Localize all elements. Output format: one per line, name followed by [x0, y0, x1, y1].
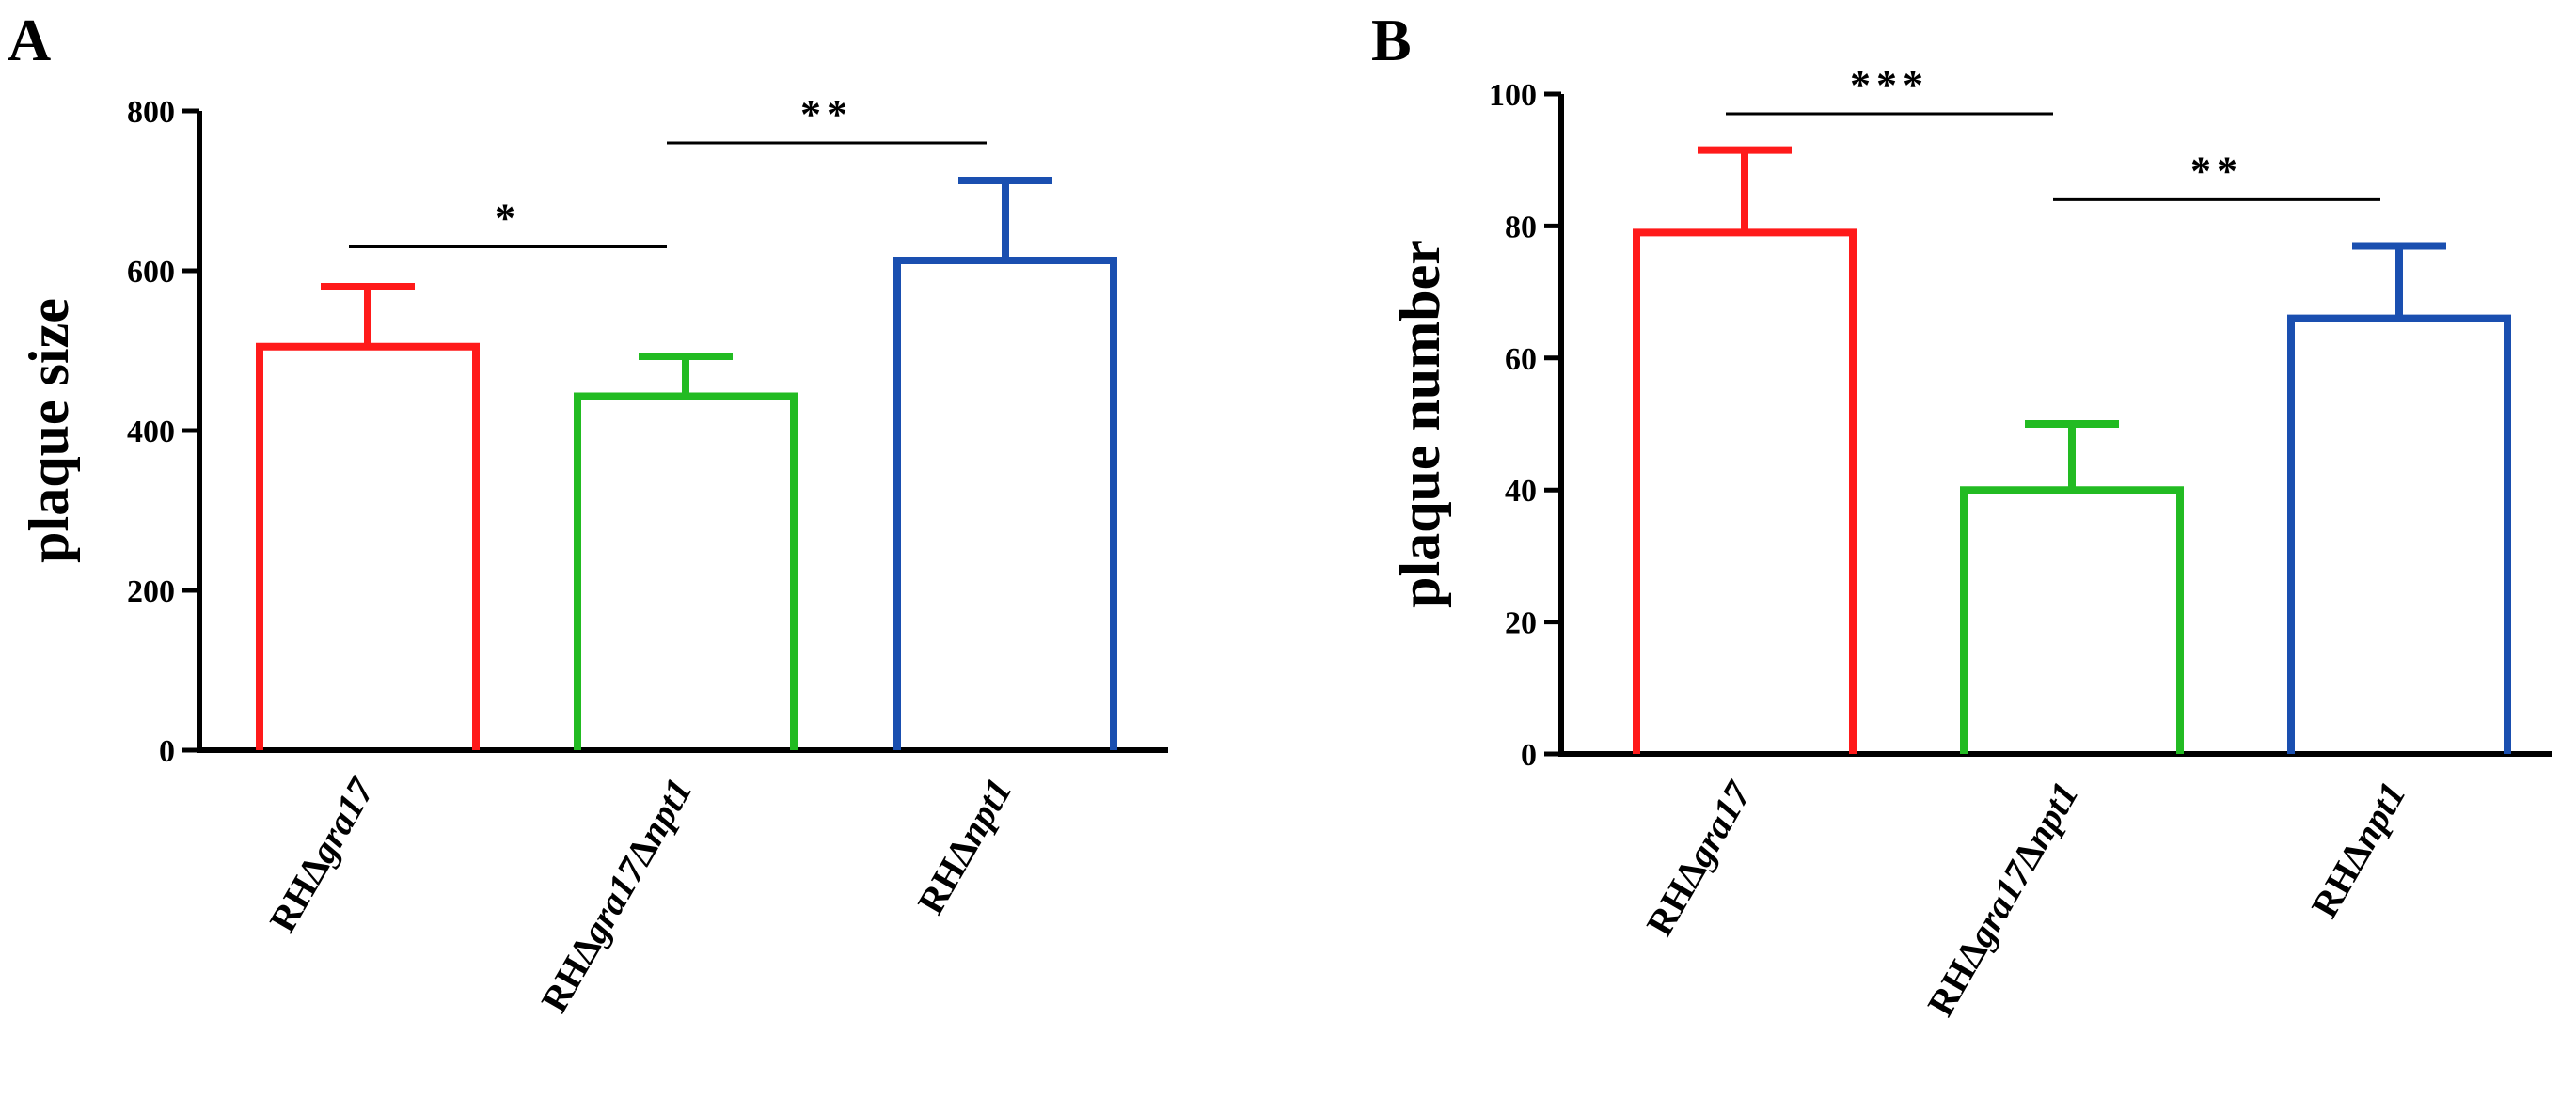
y-tick-label: 40	[1505, 474, 1537, 509]
category-label-2: RHΔgra17Δnpt1	[532, 771, 701, 1019]
bar-3	[2287, 314, 2511, 754]
y-tick-label: 100	[1489, 78, 1537, 113]
significance-label-1: *	[495, 196, 521, 242]
y-tick-label: 200	[127, 574, 175, 609]
y-tick-label: 600	[127, 255, 175, 290]
bar-1	[1633, 228, 1857, 754]
panel-a: A 0 200 400 600 800 plaque size RHΔgra17 RHΔgra1…	[8, 7, 1168, 1019]
significance-label-2: **	[800, 91, 853, 137]
significance-label-2: **	[2190, 148, 2243, 194]
panel-b: B 0 20 40 60 80 100 plaque number RHΔgra17 RHΔgra…	[1371, 7, 2552, 1023]
panel-label-a: A	[8, 7, 51, 73]
y-tick-label: 0	[1521, 738, 1537, 773]
bar-2	[1960, 486, 2184, 754]
significance-label-1: ***	[1850, 62, 1929, 108]
category-label-3: RHΔnpt1	[2303, 775, 2414, 925]
bar-1	[256, 342, 480, 750]
y-tick-label: 20	[1505, 606, 1537, 641]
y-tick-label: 400	[127, 415, 175, 449]
category-label-1: RHΔgra17	[261, 769, 383, 939]
category-label-3: RHΔnpt1	[909, 771, 1020, 921]
category-label-1: RHΔgra17	[1637, 773, 1760, 943]
y-axis-label: plaque size	[18, 298, 80, 563]
bar-2	[574, 392, 798, 750]
y-axis-label: plaque number	[1389, 240, 1451, 608]
bar-3	[893, 256, 1117, 750]
y-tick-label: 0	[159, 734, 175, 769]
y-tick-label: 60	[1505, 342, 1537, 377]
y-tick-label: 800	[127, 95, 175, 130]
y-tick-label: 80	[1505, 210, 1537, 244]
category-label-2: RHΔgra17Δnpt1	[1919, 775, 2087, 1023]
panel-label-b: B	[1371, 7, 1412, 73]
